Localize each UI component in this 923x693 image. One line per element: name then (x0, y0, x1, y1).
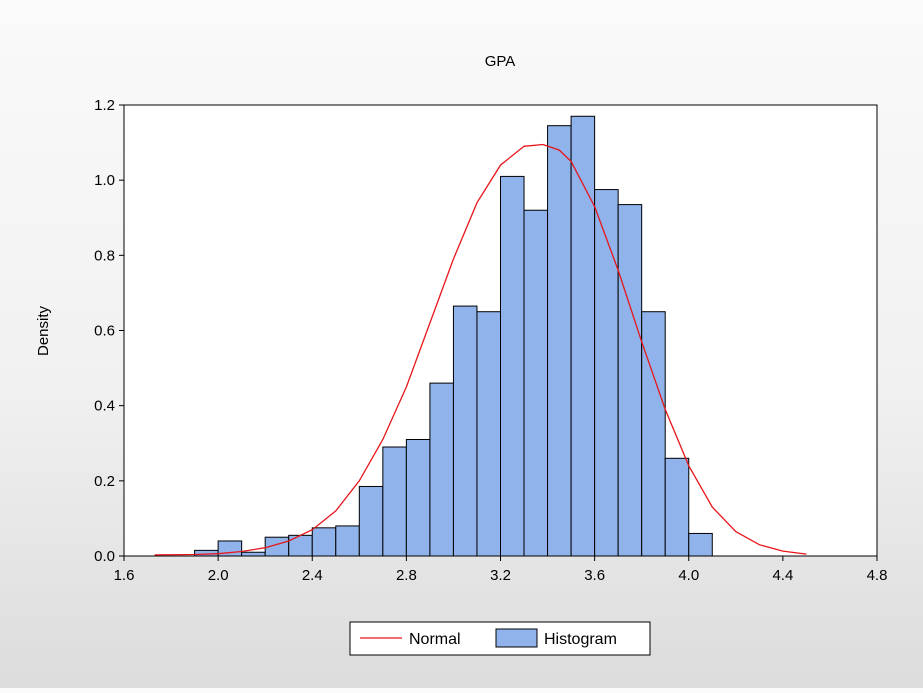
x-tick-label: 3.2 (490, 567, 511, 584)
x-tick-label: 2.0 (208, 567, 229, 584)
y-axis: 0.0 0.2 0.4 0.6 0.8 1.0 1.2 (94, 97, 124, 565)
y-axis-label: Density (35, 305, 52, 356)
histogram-bar (570, 115, 596, 557)
histogram-bar (547, 125, 572, 557)
histogram-bar (335, 525, 360, 557)
histogram-bar (523, 209, 549, 557)
x-tick-label: 2.8 (396, 567, 417, 584)
histogram-bar (358, 485, 384, 557)
x-tick-label: 3.6 (584, 567, 605, 584)
normal-curve (154, 143, 807, 556)
y-tick-label: 1.0 (94, 172, 115, 189)
x-tick-label: 4.4 (772, 567, 793, 584)
y-tick-label: 0.2 (94, 473, 115, 490)
histogram-bar (500, 175, 525, 557)
legend-normal-label: Normal (409, 631, 461, 648)
y-tick-label: 0.8 (94, 247, 115, 264)
y-tick-label: 0.0 (94, 548, 115, 565)
histogram-bars (194, 115, 713, 557)
x-tick-label: 4.8 (867, 567, 888, 584)
x-tick-label: 1.6 (114, 567, 135, 584)
y-tick-label: 1.2 (94, 97, 115, 114)
histogram-bar (241, 551, 266, 557)
histogram-bar (688, 532, 713, 557)
chart-title: GPA (485, 53, 516, 70)
histogram-bar (288, 534, 313, 557)
histogram-bar (664, 457, 690, 557)
x-tick-label: 4.0 (678, 567, 699, 584)
histogram-bar (311, 527, 337, 557)
histogram-bar (617, 204, 643, 557)
legend-histogram-swatch (495, 628, 538, 648)
histogram-bar (641, 311, 666, 557)
y-tick-label: 0.4 (94, 398, 115, 415)
legend-histogram-label: Histogram (544, 631, 617, 648)
legend: Normal Histogram (349, 621, 651, 656)
x-tick-label: 2.4 (302, 567, 323, 584)
histogram-bar (594, 189, 619, 557)
histogram-bar (429, 382, 454, 557)
histogram-bar (476, 311, 501, 557)
x-axis: 1.6 2.0 2.4 2.8 3.2 3.6 4.0 4.4 4.8 (114, 556, 888, 584)
histogram-bar (382, 446, 407, 557)
y-tick-label: 0.6 (94, 323, 115, 340)
histogram-bar (405, 438, 431, 557)
histogram-bar (452, 305, 478, 557)
